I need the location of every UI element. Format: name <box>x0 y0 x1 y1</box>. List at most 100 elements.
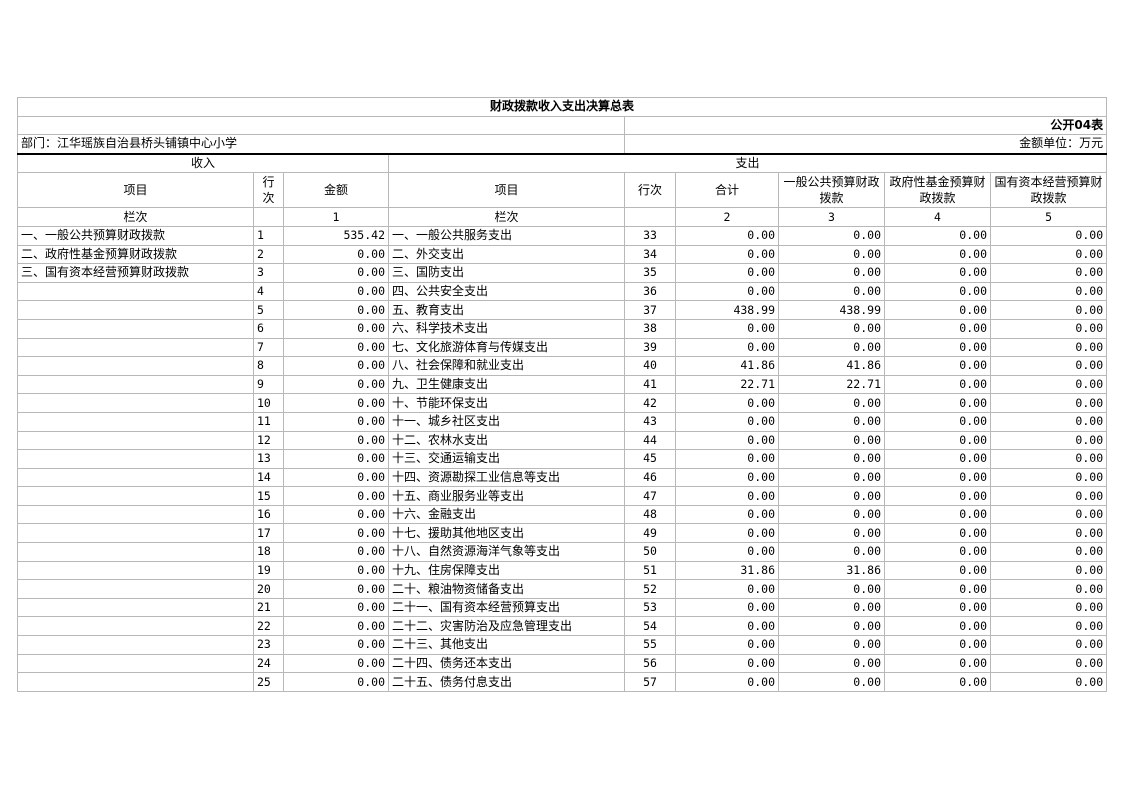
general-budget: 0.00 <box>778 635 885 655</box>
income-amount: 0.00 <box>283 542 389 562</box>
income-amount: 0.00 <box>283 318 389 339</box>
expense-item: 二十一、国有资本经营预算支出 <box>388 597 625 618</box>
income-item <box>17 616 254 637</box>
col-exp-item: 项目 <box>388 172 625 209</box>
expense-item: 一、一般公共服务支出 <box>388 225 625 246</box>
income-item <box>17 579 254 599</box>
income-item <box>17 672 254 692</box>
fund-budget: 0.00 <box>884 653 991 674</box>
total: 0.00 <box>675 449 779 469</box>
table-row: 23 0.00 二十三、其他支出 55 0.00 0.00 0.00 0.00 <box>17 635 1108 655</box>
state-capital: 0.00 <box>989 225 1108 246</box>
income-line: 8 <box>253 356 284 376</box>
income-item <box>17 486 254 506</box>
income-item <box>17 337 254 358</box>
expense-item: 二十四、债务还本支出 <box>388 653 625 674</box>
income-amount: 0.00 <box>283 337 389 358</box>
col-index-label: 栏次 <box>17 207 254 227</box>
income-line: 16 <box>253 504 284 525</box>
state-capital: 0.00 <box>989 523 1108 544</box>
state-capital: 0.00 <box>989 653 1108 674</box>
income-item <box>17 523 254 544</box>
general-budget: 0.00 <box>778 337 885 358</box>
expense-line: 36 <box>624 281 676 302</box>
total: 41.86 <box>675 356 779 376</box>
table-row: 22 0.00 二十二、灾害防治及应急管理支出 54 0.00 0.00 0.00 0.00 <box>17 616 1108 637</box>
state-capital: 0.00 <box>989 244 1108 265</box>
total: 0.00 <box>675 542 779 562</box>
fund-budget: 0.00 <box>884 635 991 655</box>
fund-budget: 0.00 <box>884 616 991 637</box>
income-amount: 535.42 <box>283 225 389 246</box>
col-index: 1 <box>283 207 389 227</box>
col-fund: 政府性基金预算财政拨款 <box>884 172 991 209</box>
state-capital: 0.00 <box>989 374 1108 395</box>
general-budget: 0.00 <box>778 430 885 451</box>
table-row: 14 0.00 十四、资源勘探工业信息等支出 46 0.00 0.00 0.00 0.00 <box>17 467 1108 488</box>
state-capital: 0.00 <box>989 430 1108 451</box>
expense-line: 55 <box>624 635 676 655</box>
income-line: 2 <box>253 244 284 265</box>
income-amount: 0.00 <box>283 597 389 618</box>
total: 0.00 <box>675 467 779 488</box>
state-capital: 0.00 <box>989 486 1108 506</box>
total: 0.00 <box>675 430 779 451</box>
state-capital: 0.00 <box>989 356 1108 376</box>
income-amount: 0.00 <box>283 560 389 581</box>
fund-budget: 0.00 <box>884 430 991 451</box>
income-line: 13 <box>253 449 284 469</box>
fund-budget: 0.00 <box>884 486 991 506</box>
expense-item: 十七、援助其他地区支出 <box>388 523 625 544</box>
expense-item: 二十五、债务付息支出 <box>388 672 625 692</box>
table-row: 21 0.00 二十一、国有资本经营预算支出 53 0.00 0.00 0.00 0.00 <box>17 597 1108 618</box>
expense-item: 十一、城乡社区支出 <box>388 411 625 432</box>
income-amount: 0.00 <box>283 635 389 655</box>
fund-budget: 0.00 <box>884 560 991 581</box>
fund-budget: 0.00 <box>884 244 991 265</box>
fund-budget: 0.00 <box>884 467 991 488</box>
expense-item: 七、文化旅游体育与传媒支出 <box>388 337 625 358</box>
expense-item: 三、国防支出 <box>388 263 625 283</box>
general-budget: 0.00 <box>778 672 885 692</box>
income-amount: 0.00 <box>283 356 389 376</box>
total: 0.00 <box>675 523 779 544</box>
state-capital: 0.00 <box>989 337 1108 358</box>
col-index: 5 <box>989 207 1108 227</box>
total: 22.71 <box>675 374 779 395</box>
fund-budget: 0.00 <box>884 263 991 283</box>
income-amount: 0.00 <box>283 430 389 451</box>
expense-item: 八、社会保障和就业支出 <box>388 356 625 376</box>
state-capital: 0.00 <box>989 504 1108 525</box>
table-row: 二、政府性基金预算财政拨款 2 0.00 二、外交支出 34 0.00 0.00 0.00 0.… <box>17 244 1108 265</box>
general-budget: 0.00 <box>778 597 885 618</box>
total: 0.00 <box>675 653 779 674</box>
total: 31.86 <box>675 560 779 581</box>
total: 0.00 <box>675 635 779 655</box>
total: 0.00 <box>675 263 779 283</box>
expense-line: 56 <box>624 653 676 674</box>
general-budget: 31.86 <box>778 560 885 581</box>
total: 0.00 <box>675 616 779 637</box>
fund-budget: 0.00 <box>884 523 991 544</box>
col-exp-line: 行次 <box>624 172 676 209</box>
state-capital: 0.00 <box>989 281 1108 302</box>
table-row: 24 0.00 二十四、债务还本支出 56 0.00 0.00 0.00 0.00 <box>17 653 1108 674</box>
income-item <box>17 356 254 376</box>
table-row: 4 0.00 四、公共安全支出 36 0.00 0.00 0.00 0.00 <box>17 281 1108 302</box>
income-line: 15 <box>253 486 284 506</box>
fund-budget: 0.00 <box>884 300 991 320</box>
income-item <box>17 318 254 339</box>
expense-line: 41 <box>624 374 676 395</box>
income-item <box>17 504 254 525</box>
expense-item: 十四、资源勘探工业信息等支出 <box>388 467 625 488</box>
income-amount: 0.00 <box>283 281 389 302</box>
general-budget: 0.00 <box>778 281 885 302</box>
general-budget: 22.71 <box>778 374 885 395</box>
expense-line: 50 <box>624 542 676 562</box>
expense-line: 35 <box>624 263 676 283</box>
income-header: 收入 <box>17 153 389 174</box>
page-title: 财政拨款收入支出决算总表 <box>16 97 1108 117</box>
state-capital: 0.00 <box>989 449 1108 469</box>
expense-item: 二十、粮油物资储备支出 <box>388 579 625 599</box>
table-row: 7 0.00 七、文化旅游体育与传媒支出 39 0.00 0.00 0.00 0.00 <box>17 337 1108 358</box>
